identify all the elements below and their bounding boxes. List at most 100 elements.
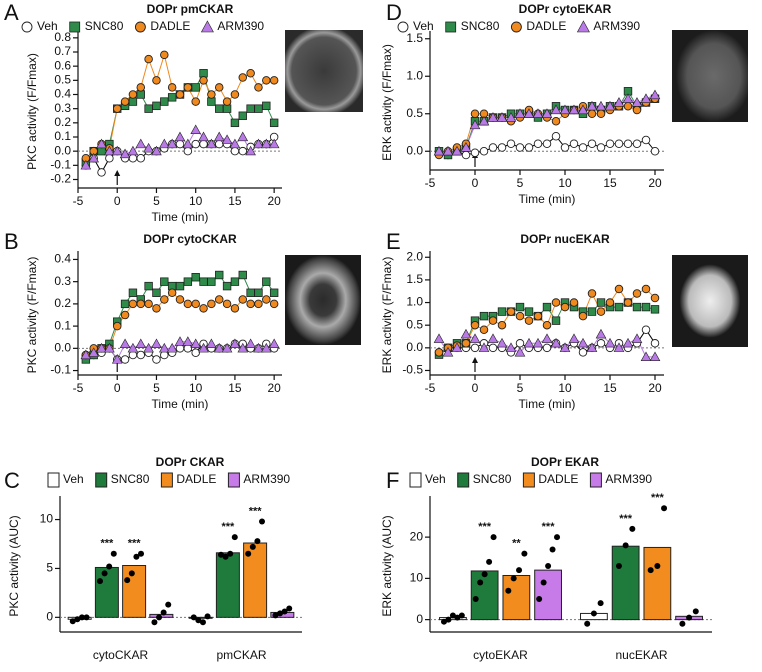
y-tick-label: 0.2 (54, 115, 71, 129)
legend-label: ARM390 (243, 472, 290, 486)
data-point (549, 546, 556, 553)
data-point (551, 298, 561, 307)
data-point (596, 109, 606, 118)
y-tick-label: 0.4 (54, 87, 71, 101)
data-point (647, 567, 654, 574)
x-tick-label: -5 (425, 381, 436, 395)
y-axis-title: ERK activity (F/Fmax) (380, 44, 394, 161)
data-point (124, 577, 131, 584)
data-point (183, 277, 193, 286)
data-point (587, 139, 597, 148)
data-point (104, 342, 115, 353)
data-point (487, 112, 499, 122)
data-point (262, 101, 271, 111)
micrograph (672, 30, 748, 122)
data-point (268, 138, 280, 149)
data-point (622, 542, 629, 549)
data-point (191, 299, 200, 309)
legend-swatch (227, 472, 240, 488)
micrograph (672, 255, 748, 347)
data-point (238, 146, 248, 156)
y-axis-title: ERK activity (AUC) (380, 515, 394, 616)
data-point (590, 610, 597, 617)
data-point (214, 83, 224, 92)
data-point (217, 551, 224, 558)
data-point (245, 145, 256, 156)
data-point (686, 614, 693, 621)
data-point (135, 338, 147, 348)
data-point (120, 97, 130, 106)
data-point (120, 299, 130, 309)
data-point (152, 304, 161, 313)
micrograph (285, 255, 361, 345)
data-point (542, 302, 552, 312)
legend-swatch (589, 472, 602, 488)
data-point (198, 342, 209, 353)
data-point (152, 355, 161, 364)
y-tick-label: -0.2 (50, 172, 71, 186)
x-tick-label: 0 (472, 381, 479, 395)
data-point (604, 100, 616, 111)
data-point (587, 289, 597, 298)
data-point (604, 337, 616, 348)
data-point (569, 139, 579, 148)
data-point (514, 108, 526, 118)
y-tick-label: 0.1 (54, 129, 71, 143)
bar (215, 552, 240, 618)
data-point (568, 104, 580, 115)
data-point (262, 277, 271, 286)
data-point (215, 270, 224, 280)
data-point (191, 139, 200, 149)
data-point (470, 343, 480, 353)
data-point (440, 618, 447, 625)
x-tick-label: 10 (558, 381, 572, 395)
data-point (151, 619, 158, 626)
data-point (221, 342, 233, 353)
y-tick-label: 0.2 (54, 296, 71, 310)
data-point (167, 93, 177, 102)
data-point (253, 342, 264, 353)
data-point (469, 119, 481, 130)
data-point (586, 100, 598, 111)
bar (188, 616, 213, 619)
data-point (245, 550, 252, 557)
data-point (514, 346, 526, 357)
data-point (207, 299, 216, 309)
significance-label: *** (542, 521, 556, 533)
data-point (222, 553, 229, 560)
data-point (96, 138, 107, 149)
data-point (272, 612, 279, 619)
x-tick-label: nucEKAR (615, 648, 667, 662)
data-point (269, 76, 279, 85)
data-point (631, 333, 643, 343)
data-point (182, 336, 194, 346)
data-point (595, 328, 607, 339)
data-point (632, 302, 642, 312)
data-point (80, 159, 92, 170)
data-point (88, 347, 100, 357)
legend-marker (69, 21, 81, 33)
data-point (445, 616, 452, 623)
x-tick-label: 20 (267, 194, 281, 208)
data-point (472, 596, 479, 602)
data-point (269, 288, 279, 297)
data-point (190, 614, 197, 621)
x-tick-label: pmCKAR (216, 648, 266, 662)
x-tick-label: 10 (189, 194, 203, 208)
data-point (238, 295, 248, 304)
y-tick-label: 1.5 (406, 272, 423, 286)
chart-title: DOPr cytoCKAR (143, 232, 237, 246)
data-point (605, 139, 615, 148)
legend-label: SNC80 (111, 472, 150, 486)
x-tick-label: -5 (73, 381, 84, 395)
data-point (554, 534, 561, 541)
x-axis-title: Time (min) (519, 397, 576, 411)
data-point (692, 608, 699, 615)
data-point (135, 138, 147, 149)
bar (643, 546, 672, 621)
y-tick-label: 0.6 (54, 58, 71, 72)
data-point (577, 337, 589, 348)
chart-title: DOPr CKAR (156, 455, 225, 469)
data-point (254, 299, 263, 309)
chart-title: DOPr EKAR (531, 455, 599, 469)
